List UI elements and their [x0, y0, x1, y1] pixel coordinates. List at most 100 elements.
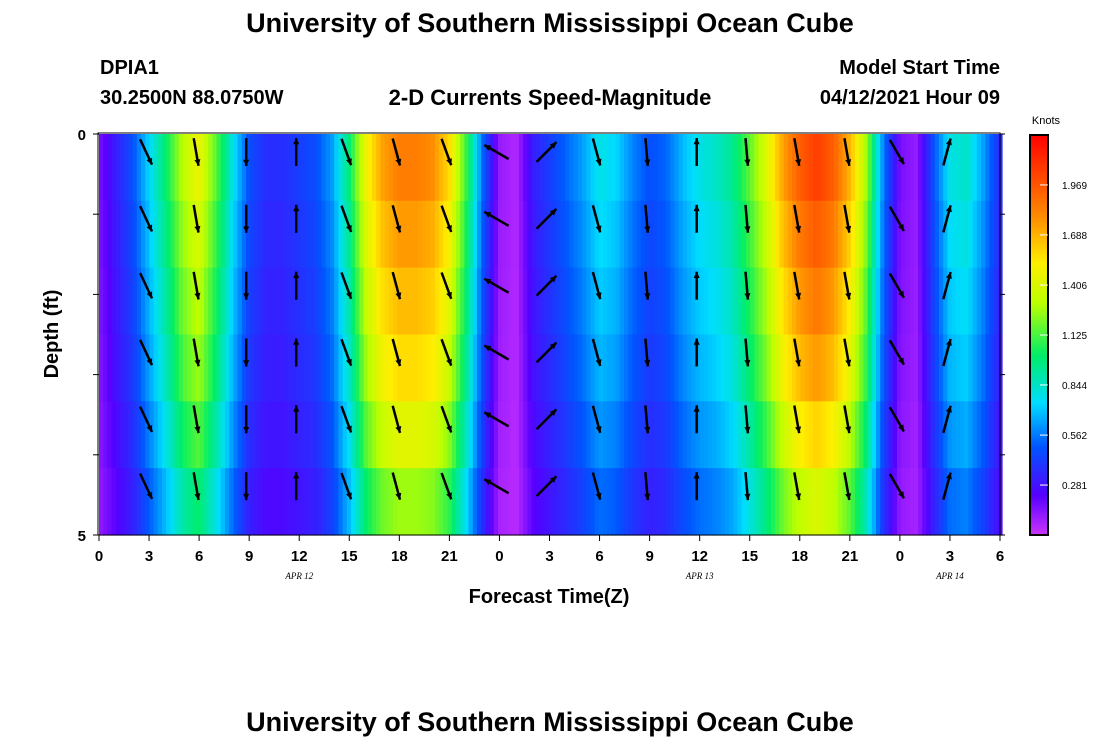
heatmap-cell	[514, 334, 520, 402]
current-arrow	[644, 338, 651, 367]
heatmap-cell	[519, 401, 524, 469]
heatmap-cell	[363, 334, 369, 402]
heatmap-cell	[871, 334, 877, 402]
heatmap-cell	[653, 468, 659, 536]
heatmap-cell	[556, 401, 562, 469]
heatmap-cell	[556, 468, 562, 536]
heatmap-cell	[922, 334, 927, 402]
heatmap-cell	[741, 267, 747, 336]
heatmap-cell	[796, 334, 801, 402]
heatmap-cell	[355, 267, 360, 336]
heatmap-cell	[283, 334, 289, 402]
heatmap-cell	[762, 267, 768, 336]
heatmap-cell	[699, 134, 705, 202]
heatmap-cell	[598, 334, 604, 402]
heatmap-cell	[762, 334, 768, 402]
heatmap-cell	[775, 468, 780, 536]
heatmap-cell	[254, 468, 260, 536]
heatmap-cell	[426, 468, 432, 536]
heatmap-cell	[628, 134, 633, 202]
heatmap-cell	[682, 134, 688, 202]
heatmap-cell	[876, 401, 881, 469]
heatmap-cell	[430, 200, 436, 269]
chart-subtitle: 2-D Currents Speed-Magnitude	[388, 85, 712, 110]
heatmap-cell	[162, 401, 167, 469]
heatmap-cell	[636, 468, 642, 536]
heatmap-cell	[804, 200, 810, 269]
heatmap-cell	[338, 200, 344, 269]
heatmap-cell	[489, 267, 495, 336]
heatmap-cell	[409, 134, 415, 202]
heatmap-cell	[892, 267, 898, 336]
heatmap-cell	[779, 401, 785, 469]
current-arrow	[138, 205, 154, 233]
heatmap-cell	[178, 134, 184, 202]
heatmap-cell	[393, 267, 398, 336]
heatmap-cell	[376, 334, 381, 402]
heatmap-cell	[157, 267, 163, 336]
heatmap-cell	[204, 401, 209, 469]
heatmap-cell	[229, 267, 234, 336]
heatmap-cell	[653, 267, 659, 336]
heatmap-cell	[288, 401, 293, 469]
current-arrow	[644, 204, 651, 233]
heatmap-cell	[279, 468, 285, 536]
heatmap-cell	[254, 334, 260, 402]
heatmap-cell	[128, 334, 134, 402]
heatmap-cell	[229, 134, 234, 202]
current-arrow	[591, 138, 602, 166]
heatmap-cell	[804, 334, 810, 402]
heatmap-cell	[510, 401, 516, 469]
heatmap-cell	[460, 267, 465, 336]
heatmap-cell	[699, 267, 705, 336]
current-arrow	[843, 204, 852, 233]
heatmap-cell	[351, 468, 356, 536]
heatmap-cell	[934, 134, 940, 202]
heatmap-cell	[897, 401, 902, 469]
heatmap-cell	[666, 334, 671, 402]
heatmap-cell	[972, 134, 978, 202]
heatmap-cell	[493, 267, 499, 336]
heatmap-cell	[418, 468, 423, 536]
heatmap-cell	[892, 134, 898, 202]
heatmap-cell	[640, 334, 646, 402]
heatmap-cell	[901, 267, 906, 336]
heatmap-cell	[422, 401, 428, 469]
heatmap-cell	[342, 200, 348, 269]
heatmap-cell	[871, 200, 877, 269]
heatmap-cell	[552, 334, 558, 402]
heatmap-cell	[523, 468, 528, 536]
heatmap-cell	[607, 401, 612, 469]
heatmap-cell	[968, 468, 974, 536]
heatmap-cell	[405, 334, 411, 402]
heatmap-cell	[296, 134, 302, 202]
heatmap-cell	[712, 468, 717, 536]
heatmap-cell	[262, 468, 268, 536]
heatmap-cell	[321, 134, 327, 202]
heatmap-cell	[556, 267, 562, 336]
heatmap-cell	[296, 334, 302, 402]
heatmap-cell	[628, 267, 633, 336]
heatmap-cell	[271, 468, 276, 536]
heatmap-cell	[355, 468, 360, 536]
heatmap-cell	[716, 401, 722, 469]
heatmap-cell	[195, 334, 201, 402]
heatmap-cell	[943, 134, 948, 202]
heatmap-cell	[359, 468, 365, 536]
heatmap-cell	[191, 468, 197, 536]
current-arrow	[843, 338, 852, 367]
heatmap-cell	[384, 200, 390, 269]
heatmap-cell	[246, 267, 251, 336]
current-arrow	[888, 406, 905, 433]
heatmap-cell	[477, 468, 482, 536]
heatmap-cell	[624, 468, 629, 536]
heatmap-cell	[573, 134, 579, 202]
colorbar-ticks: 1.969 1.688 1.406 1.125 0.844 0.562 0.281	[1040, 181, 1087, 492]
heatmap-cell	[640, 267, 646, 336]
heatmap-cell	[510, 334, 516, 402]
heatmap-cell	[351, 134, 356, 202]
heatmap-cell	[128, 468, 134, 536]
current-arrow	[192, 204, 201, 233]
heatmap-cell	[901, 200, 906, 269]
heatmap-cell	[283, 267, 289, 336]
